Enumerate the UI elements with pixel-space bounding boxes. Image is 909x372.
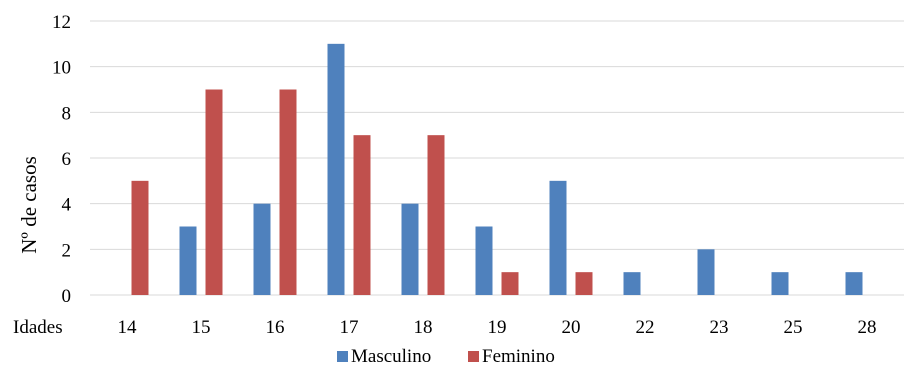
bar-feminino-15 (205, 89, 223, 295)
legend-swatch (337, 351, 348, 362)
bar-masculino-28 (845, 272, 863, 295)
bars (131, 43, 863, 296)
y-tick-label: 0 (62, 286, 72, 307)
x-tick-label: 18 (414, 317, 433, 338)
x-tick-label: 28 (858, 317, 877, 338)
bar-feminino-17 (353, 135, 371, 295)
bar-masculino-18 (401, 203, 419, 295)
y-axis-ticks: 0 2 4 6 8 10 12 (52, 12, 72, 307)
legend: Masculino Feminino (337, 346, 555, 367)
x-tick-label: 25 (784, 317, 803, 338)
bar-feminino-18 (427, 135, 445, 295)
x-tick-label: 22 (636, 317, 655, 338)
bar-masculino-25 (771, 272, 789, 295)
y-tick-label: 4 (62, 195, 72, 216)
x-axis-ticks: 14 15 16 17 18 19 20 22 23 25 28 (118, 317, 877, 338)
bar-masculino-23 (697, 249, 715, 295)
bar-masculino-20 (549, 180, 567, 295)
x-axis-title: Idades (13, 317, 63, 338)
legend-item-masculino: Masculino (337, 346, 431, 367)
x-tick-label: 19 (488, 317, 507, 338)
legend-label: Feminino (482, 346, 555, 367)
y-tick-label: 6 (62, 149, 72, 170)
x-tick-label: 20 (562, 317, 581, 338)
legend-swatch (468, 351, 479, 362)
x-tick-label: 14 (118, 317, 138, 338)
legend-label: Masculino (351, 346, 431, 367)
bar-masculino-17 (327, 43, 345, 296)
y-tick-label: 2 (62, 240, 72, 261)
y-tick-label: 12 (52, 12, 71, 33)
y-axis-title: Nº de casos (17, 156, 41, 253)
bar-feminino-20 (575, 272, 593, 295)
bar-feminino-16 (279, 89, 297, 295)
bar-masculino-22 (623, 272, 641, 295)
y-tick-label: 10 (52, 58, 71, 79)
bar-feminino-19 (501, 272, 519, 295)
x-tick-label: 23 (710, 317, 729, 338)
bar-feminino-14 (131, 180, 149, 295)
gridlines (90, 20, 904, 296)
x-tick-label: 15 (192, 317, 211, 338)
bar-masculino-16 (253, 203, 271, 295)
x-tick-label: 17 (340, 317, 359, 338)
bar-masculino-19 (475, 226, 493, 295)
legend-item-feminino: Feminino (468, 346, 555, 367)
y-tick-label: 8 (62, 103, 72, 124)
bar-masculino-15 (179, 226, 197, 295)
x-tick-label: 16 (266, 317, 285, 338)
